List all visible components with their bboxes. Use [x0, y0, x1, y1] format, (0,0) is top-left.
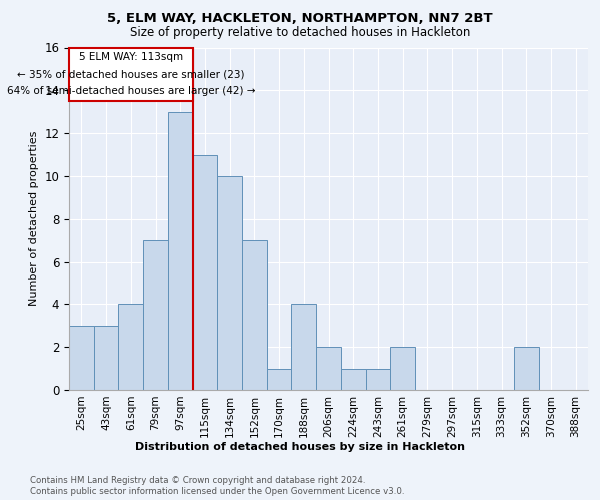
Text: Contains HM Land Registry data © Crown copyright and database right 2024.: Contains HM Land Registry data © Crown c…: [30, 476, 365, 485]
Bar: [316, 347, 341, 390]
Bar: [168, 112, 193, 390]
Bar: [242, 240, 267, 390]
Y-axis label: Number of detached properties: Number of detached properties: [29, 131, 39, 306]
Bar: [217, 176, 242, 390]
Text: Size of property relative to detached houses in Hackleton: Size of property relative to detached ho…: [130, 26, 470, 39]
Bar: [118, 304, 143, 390]
Bar: [390, 347, 415, 390]
Text: 64% of semi-detached houses are larger (42) →: 64% of semi-detached houses are larger (…: [7, 86, 255, 97]
Text: Contains public sector information licensed under the Open Government Licence v3: Contains public sector information licen…: [30, 488, 404, 496]
Text: 5 ELM WAY: 113sqm: 5 ELM WAY: 113sqm: [79, 52, 183, 62]
Bar: [94, 326, 118, 390]
Bar: [365, 368, 390, 390]
Bar: [292, 304, 316, 390]
Text: ← 35% of detached houses are smaller (23): ← 35% of detached houses are smaller (23…: [17, 70, 245, 80]
Bar: [193, 154, 217, 390]
Bar: [514, 347, 539, 390]
Bar: [143, 240, 168, 390]
Bar: [69, 326, 94, 390]
Bar: [341, 368, 365, 390]
Bar: [267, 368, 292, 390]
FancyBboxPatch shape: [69, 48, 193, 101]
Text: 5, ELM WAY, HACKLETON, NORTHAMPTON, NN7 2BT: 5, ELM WAY, HACKLETON, NORTHAMPTON, NN7 …: [107, 12, 493, 26]
Text: Distribution of detached houses by size in Hackleton: Distribution of detached houses by size …: [135, 442, 465, 452]
